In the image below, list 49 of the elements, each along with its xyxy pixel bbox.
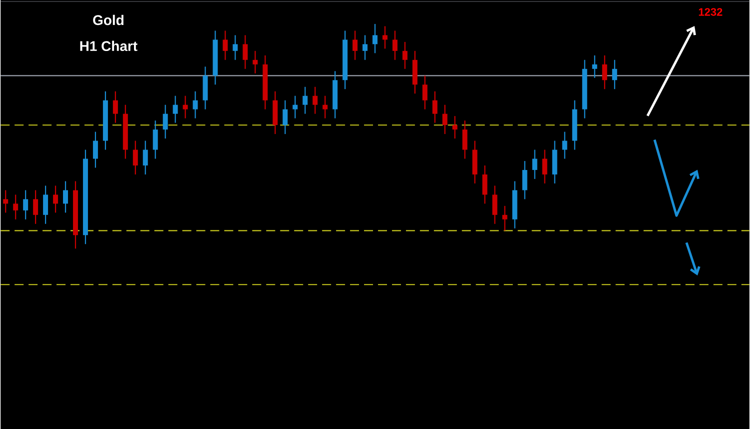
candlestick xyxy=(162,104,168,139)
candlestick xyxy=(222,30,228,60)
candlestick xyxy=(292,95,298,119)
candlestick xyxy=(522,160,528,200)
candlestick xyxy=(172,95,178,124)
candlestick xyxy=(23,190,28,220)
candlestick xyxy=(532,149,538,180)
candlestick xyxy=(502,205,508,232)
candlestick xyxy=(252,50,258,74)
candlestick xyxy=(602,54,608,90)
candlestick xyxy=(112,90,118,124)
candlestick xyxy=(132,140,138,175)
candlestick xyxy=(372,23,378,54)
candlestick xyxy=(362,34,368,60)
candlestick xyxy=(13,194,18,220)
candlestick xyxy=(182,95,188,119)
candlestick xyxy=(192,90,198,119)
candlestick xyxy=(282,100,288,134)
candlestick xyxy=(492,185,498,224)
candlestick xyxy=(592,54,598,78)
candlestick xyxy=(482,164,488,204)
candlestick xyxy=(152,120,158,160)
candlestick xyxy=(452,115,458,139)
candlestick xyxy=(63,180,68,214)
text: H1 Chart xyxy=(80,40,138,51)
candlestick xyxy=(33,190,38,224)
candlestick xyxy=(3,190,8,214)
candlestick xyxy=(312,86,318,114)
candlestick xyxy=(302,86,308,114)
candlestick xyxy=(53,185,58,214)
candlestick xyxy=(382,26,388,50)
text: 1232 xyxy=(698,8,722,16)
candlestick xyxy=(462,120,468,160)
chart-title: Gold xyxy=(93,14,124,25)
candlestick xyxy=(43,185,48,224)
candlestick xyxy=(232,34,238,60)
candlestick xyxy=(542,149,548,184)
candlestick xyxy=(352,30,358,60)
candlestick xyxy=(422,74,428,110)
candlestick xyxy=(392,30,398,60)
candlestick xyxy=(242,34,248,70)
candlestick xyxy=(402,41,408,70)
candlestick xyxy=(142,140,148,175)
candlestick xyxy=(442,104,448,134)
candlestick xyxy=(612,59,618,90)
candlestick xyxy=(92,131,98,168)
candlestick xyxy=(562,131,568,160)
candlestick xyxy=(322,95,328,119)
candlestick xyxy=(432,90,438,124)
